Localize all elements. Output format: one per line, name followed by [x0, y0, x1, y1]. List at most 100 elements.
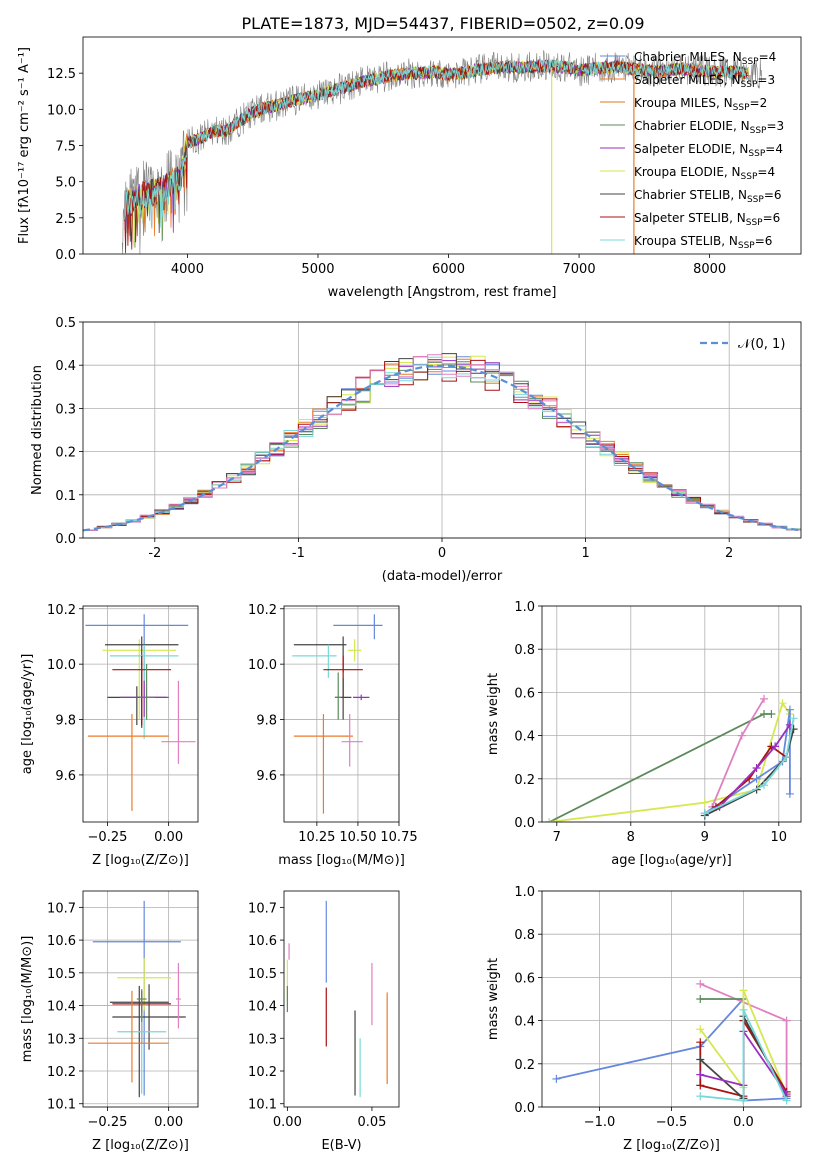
weight-marker	[739, 1096, 748, 1105]
x-tick-label: -1	[292, 546, 305, 561]
y-tick-label: 5.0	[55, 176, 76, 191]
model-spectrum	[124, 58, 749, 228]
y-tick-label: 0.1	[55, 489, 76, 504]
y-tick-label: 0.4	[55, 359, 76, 374]
weight-series	[704, 718, 795, 815]
legend-label: Salpeter ELODIE, NSSP=4	[634, 142, 783, 159]
histograms	[83, 353, 801, 532]
y-tick-label: 9.8	[256, 714, 277, 729]
y-tick-label: 2.5	[55, 212, 76, 227]
figure-title: PLATE=1873, MJD=54437, FIBERID=0502, z=0…	[241, 14, 644, 33]
weight-marker	[752, 774, 761, 783]
weight-series	[548, 713, 772, 822]
weight-series	[715, 745, 787, 808]
x-axis-label: Z [log₁₀(Z/Z⊙)]	[92, 1138, 189, 1153]
x-tick-label: 9	[701, 830, 709, 845]
x-axis-label: Z [log₁₀(Z/Z⊙)]	[92, 853, 189, 868]
x-tick-label: 2	[725, 546, 733, 561]
y-tick-label: 10.5	[248, 967, 277, 982]
legend-label: Salpeter STELIB, NSSP=6	[634, 211, 780, 228]
mass_weight_vs_Z-panel: −1.0 −0.5 0.0 0.0 0.2 0.4 0.6 0.8 1.0 Z [log₁₀(Z/…	[486, 885, 802, 1153]
residuals-panel: -2 -1 0 1 2 0.0 0.1 0.2 0.3 0.4 0.5 (data-model)/er…	[30, 316, 802, 584]
y-tick-label: 0.0	[514, 1101, 535, 1116]
x-axis-label: E(B-V)	[321, 1138, 361, 1153]
y-tick-label: 1.0	[514, 885, 535, 900]
normal-curve	[83, 364, 801, 532]
y-tick-label: 0.2	[55, 446, 76, 461]
x-axis-label: Z [log₁₀(Z/Z⊙)]	[623, 1138, 720, 1153]
weight-marker	[739, 1005, 748, 1014]
weight-marker	[782, 1016, 791, 1025]
y-tick-label: 0.3	[55, 402, 76, 417]
axes-frame	[283, 605, 400, 823]
axes-frame	[541, 605, 802, 823]
y-tick-label: 0.8	[514, 643, 535, 658]
mass_weight_vs_age-panel: 7 8 9 10 0.0 0.2 0.4 0.6 0.8 1.0 age [log₁₀(age/yr…	[486, 600, 802, 868]
weight-marker	[771, 742, 780, 751]
histogram-series	[83, 354, 801, 531]
weight-series	[704, 728, 795, 817]
errorbars	[87, 900, 186, 1098]
mass_vs_ebv-panel: 0.00 0.05 10.1 10.2 10.3 10.4 10.5 10.6 10.7 E(B-…	[248, 890, 400, 1153]
weight-marker	[785, 789, 794, 798]
y-axis-label: mass weight	[486, 673, 501, 755]
x-tick-label: 10	[771, 830, 788, 845]
y-tick-label: 10.1	[47, 1098, 76, 1113]
axes-frame	[82, 605, 199, 823]
x-tick-label: −0.25	[88, 830, 128, 845]
x-tick-label: −0.5	[656, 1115, 688, 1130]
x-tick-label: 0	[438, 546, 446, 561]
weight-marker	[767, 710, 776, 718]
weight-marker	[696, 1070, 705, 1079]
legend-label: Salpeter MILES, NSSP=3	[634, 73, 775, 90]
y-tick-label: 0.2	[514, 773, 535, 788]
weight-marker	[552, 1074, 561, 1083]
x-tick-label: 7000	[563, 262, 596, 277]
mass_vs_Z-panel: −0.25 0.00 10.1 10.2 10.3 10.4 10.5 10.6 10.7 Z […	[20, 890, 199, 1153]
x-tick-label: 8	[627, 830, 635, 845]
errorbars	[85, 614, 196, 811]
weight-lines	[545, 694, 798, 822]
x-tick-label: 10.25	[298, 830, 335, 845]
weight-marker	[789, 714, 798, 723]
weight-marker	[760, 694, 768, 703]
x-tick-label: 0.05	[357, 1115, 386, 1130]
y-tick-label: 9.6	[256, 769, 277, 784]
y-tick-label: 0.5	[55, 316, 76, 331]
weight-marker	[696, 1025, 705, 1034]
y-tick-label: 10.2	[47, 1065, 76, 1080]
y-axis-label: age [log₁₀(age/yr)]	[20, 654, 35, 775]
legend-label: Chabrier MILES, NSSP=4	[634, 50, 776, 67]
x-axis-label: wavelength [Angstrom, rest frame]	[328, 285, 557, 300]
weight-marker	[696, 995, 705, 1003]
x-tick-label: 1	[581, 546, 589, 561]
x-tick-label: -2	[148, 546, 161, 561]
weight-marker	[737, 731, 746, 740]
y-tick-label: 0.4	[514, 730, 535, 745]
weight-series	[718, 724, 791, 808]
y-axis-label: Flux [fλ10⁻¹⁷ erg cm⁻² s⁻¹ A⁻¹]	[17, 47, 32, 244]
weight-marker	[696, 1055, 705, 1064]
y-tick-label: 0.8	[514, 928, 535, 943]
age_vs_Z-panel: −0.25 0.00 9.6 9.8 10.0 10.2 Z [log₁₀(Z/Z⊙)] ag…	[20, 603, 199, 868]
legend-label: 𝒩(0, 1)	[738, 337, 785, 352]
weight-marker	[739, 986, 748, 995]
legend-label: Chabrier STELIB, NSSP=6	[634, 188, 782, 205]
x-axis-label: age [log₁₀(age/yr)]	[611, 853, 732, 868]
age_vs_mass-panel: 10.25 10.50 10.75 9.6 9.8 10.0 10.2 mass [log₁₀…	[248, 603, 418, 868]
y-tick-label: 10.7	[248, 901, 277, 916]
y-tick-label: 10.5	[47, 967, 76, 982]
spectrum-lines	[121, 50, 763, 254]
weight-lines	[552, 979, 791, 1105]
y-axis-label: mass weight	[486, 958, 501, 1040]
y-tick-label: 10.2	[248, 603, 277, 618]
y-tick-label: 1.0	[514, 600, 535, 615]
x-tick-label: 0.00	[154, 1115, 183, 1130]
legend-label: Chabrier ELODIE, NSSP=3	[634, 119, 784, 136]
y-tick-label: 0.2	[514, 1058, 535, 1073]
weight-marker	[760, 710, 768, 718]
y-tick-label: 10.7	[47, 901, 76, 916]
x-tick-label: 10.75	[380, 830, 417, 845]
y-tick-label: 10.0	[248, 658, 277, 673]
x-tick-label: 0.00	[273, 1115, 302, 1130]
